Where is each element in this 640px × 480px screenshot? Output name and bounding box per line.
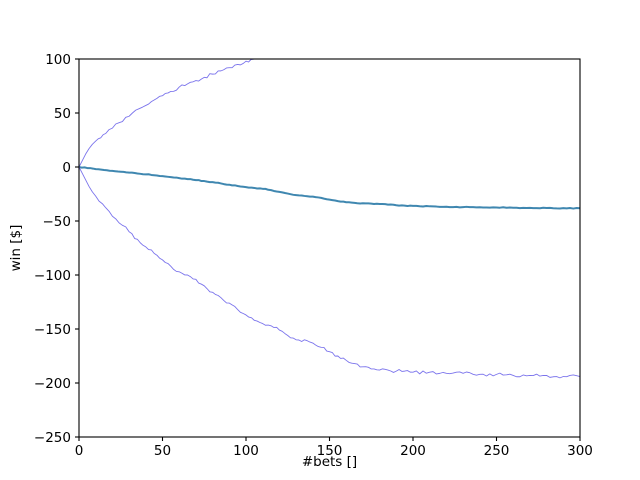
series-line-upper-envelope	[78, 58, 255, 168]
y-tick-label: 0	[62, 160, 71, 176]
series-line-mean	[78, 166, 581, 210]
y-tick-label: −250	[34, 430, 71, 446]
y-tick-label: 50	[54, 106, 71, 122]
x-tick-label: 150	[317, 443, 343, 459]
x-tick-label: 0	[75, 443, 84, 459]
y-tick-label: −200	[34, 376, 71, 392]
axes-frame	[78, 58, 581, 438]
x-tick-label: 250	[484, 443, 510, 459]
plot-area-background	[79, 59, 580, 437]
y-tick-label: −50	[43, 214, 72, 230]
x-tick-label: 100	[233, 443, 259, 459]
y-tick-label: −100	[34, 268, 71, 284]
x-tick-label: 200	[400, 443, 426, 459]
x-axis-label: #bets []	[302, 454, 357, 470]
x-tick-label: 50	[154, 443, 171, 459]
y-axis-tick-labels: −250 −200 −150 −100 −50 0 50 100	[34, 52, 71, 446]
tick-marks-group	[75, 58, 581, 441]
data-series-group	[78, 58, 581, 379]
x-axis-tick-labels: 0 50 100 150 200 250 300	[75, 443, 593, 459]
y-tick-label: −150	[34, 322, 71, 338]
y-axis-label: win [$]	[8, 225, 24, 272]
y-tick-label: 100	[45, 52, 71, 68]
series-line-lower-envelope	[78, 166, 581, 379]
x-tick-label: 300	[567, 443, 593, 459]
